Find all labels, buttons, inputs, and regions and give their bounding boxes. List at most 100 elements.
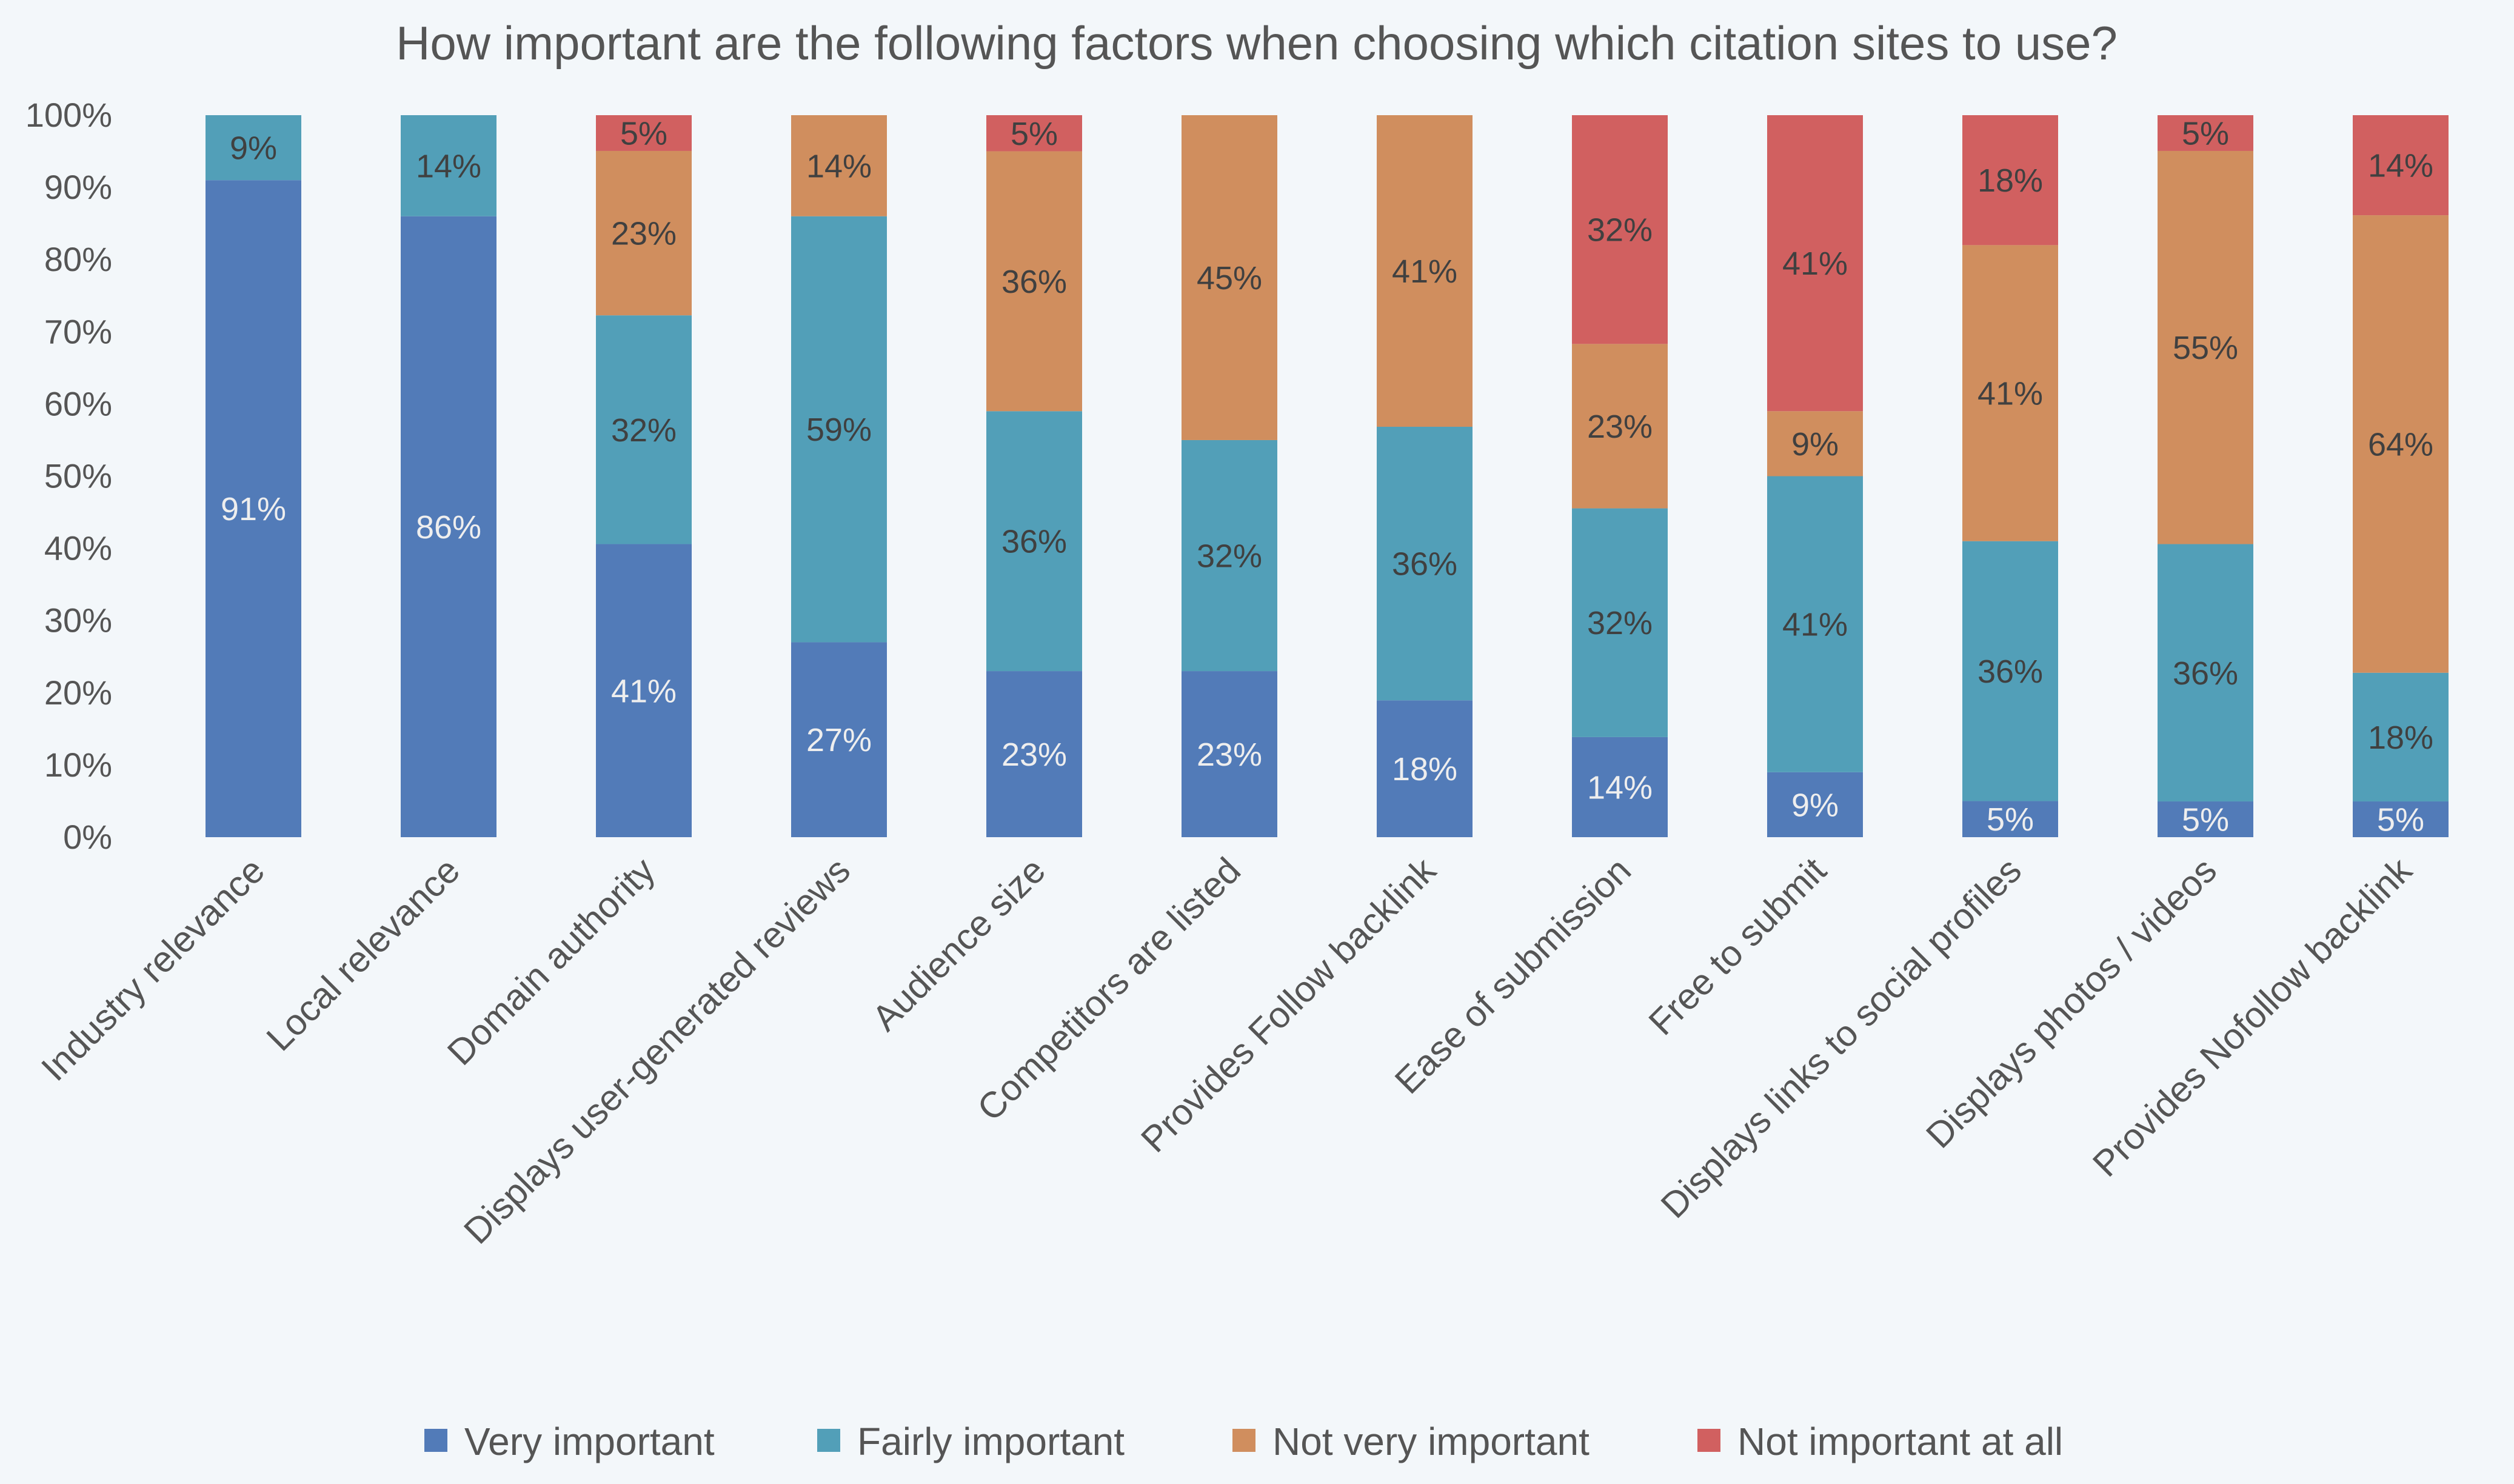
data-label: 14% (1587, 769, 1653, 806)
data-label: 5% (1987, 801, 2034, 838)
y-tick-label: 10% (44, 746, 112, 784)
data-label: 5% (2377, 802, 2424, 838)
y-tick-label: 40% (44, 529, 112, 567)
data-label: 59% (806, 412, 872, 448)
data-label: 5% (620, 115, 667, 152)
bar-segment (2158, 115, 2253, 151)
bar-segment (791, 642, 887, 837)
y-tick-label: 50% (44, 457, 112, 495)
data-label: 32% (611, 412, 677, 449)
bar-segment (986, 151, 1082, 412)
data-label: 91% (221, 491, 286, 527)
bar-segment (1962, 245, 2058, 541)
data-label: 36% (1392, 546, 1457, 583)
bar-segment (1182, 115, 1277, 440)
bar-segment (1767, 772, 1863, 837)
bar-segment (1962, 801, 2058, 837)
data-label: 18% (2368, 720, 2433, 756)
bar-segment (2158, 544, 2253, 802)
bar-segment (1962, 541, 2058, 801)
bar-segment (1572, 344, 1668, 509)
legend-item: Fairly important (817, 1420, 1125, 1463)
data-label: 23% (1197, 737, 1262, 773)
category-label: Displays links to social profiles (1653, 850, 2029, 1226)
bar-segment (1767, 115, 1863, 412)
data-label: 23% (611, 216, 677, 252)
bar-segment (1377, 115, 1473, 427)
data-label: 36% (1001, 524, 1067, 560)
y-tick-label: 100% (25, 96, 112, 134)
data-label: 5% (2182, 802, 2229, 838)
data-label: 23% (1001, 737, 1067, 773)
data-label: 5% (1011, 116, 1058, 152)
data-label: 18% (1977, 162, 2043, 199)
bar-segment (401, 216, 496, 837)
bar-segment (1767, 411, 1863, 476)
category-label: Domain authority (440, 850, 663, 1073)
data-label: 32% (1197, 538, 1262, 575)
bar-segment (1377, 700, 1473, 837)
bar-segment (1572, 115, 1668, 344)
y-tick-label: 70% (44, 312, 112, 350)
bar-segment (2353, 801, 2449, 837)
data-label: 9% (1791, 787, 1839, 823)
y-tick-label: 90% (44, 168, 112, 206)
data-label: 41% (1977, 376, 2043, 412)
data-label: 41% (611, 673, 677, 709)
data-label: 9% (230, 130, 277, 167)
bar-segment (2353, 215, 2449, 673)
data-label: 27% (806, 722, 872, 758)
bar-segment (596, 150, 692, 316)
data-label: 14% (806, 148, 872, 184)
legend-label: Not very important (1272, 1420, 1590, 1463)
chart-title: How important are the following factors … (396, 16, 2118, 70)
data-label: 32% (1587, 605, 1653, 641)
legend-label: Not important at all (1737, 1420, 2063, 1463)
category-label: Industry relevance (33, 850, 272, 1089)
bar-segment (986, 115, 1082, 152)
category-label: Displays user-generated reviews (456, 850, 858, 1252)
bar-segment (1182, 440, 1277, 672)
data-label: 9% (1791, 426, 1839, 463)
data-label: 23% (1587, 409, 1653, 445)
data-label: 86% (416, 509, 481, 546)
data-label: 55% (2173, 330, 2238, 366)
bar-segment (596, 315, 692, 544)
bar-segment (2158, 801, 2253, 837)
data-label: 14% (2368, 148, 2433, 184)
y-axis: 0% 10% 20% 30% 40% 50% 60% 70% 80% 90% 100% (25, 96, 112, 856)
bar-segment (1572, 508, 1668, 737)
data-label: 41% (1782, 246, 1848, 282)
legend-swatch (424, 1429, 447, 1452)
bar-segment (986, 671, 1082, 837)
legend-item: Very important (424, 1420, 715, 1463)
legend: Very important Fairly important Not very i… (424, 1420, 2063, 1463)
bar-segment (986, 411, 1082, 672)
bar-segment (791, 115, 887, 216)
bar-segment (1962, 115, 2058, 246)
y-tick-label: 80% (44, 240, 112, 278)
data-label: 64% (2368, 426, 2433, 463)
category-label: Provides Nofollow backlink (2085, 849, 2420, 1185)
bar-segment (1572, 737, 1668, 837)
y-tick-label: 60% (44, 384, 112, 423)
bar-segment (791, 216, 887, 643)
bar-segment (206, 115, 301, 181)
data-label: 41% (1392, 253, 1457, 290)
bar-segment (596, 115, 692, 151)
legend-label: Fairly important (857, 1420, 1125, 1463)
data-label: 45% (1197, 260, 1262, 296)
bar-segment (401, 115, 496, 216)
bar-segment (596, 544, 692, 837)
data-label: 18% (1392, 751, 1457, 787)
legend-swatch (1232, 1429, 1255, 1452)
bar-segment (2353, 115, 2449, 216)
bar-segment (1182, 671, 1277, 837)
y-tick-label: 20% (44, 673, 112, 712)
data-label: 36% (1977, 653, 2043, 690)
bar-segment (1767, 476, 1863, 772)
data-label: 32% (1587, 212, 1653, 249)
legend-item: Not important at all (1697, 1420, 2063, 1463)
